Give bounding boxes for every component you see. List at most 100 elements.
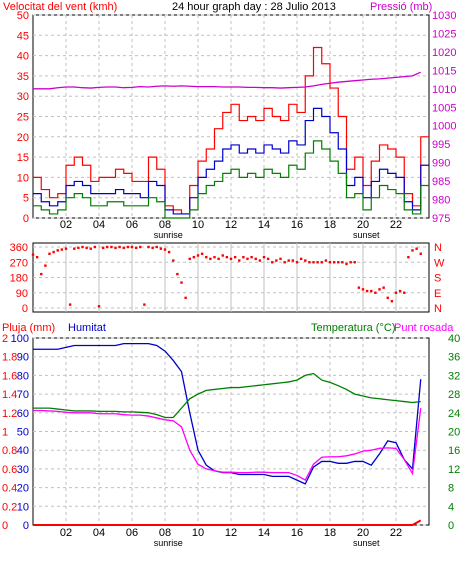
direction-point xyxy=(126,245,130,249)
pressure-tick-label: 985 xyxy=(432,176,450,188)
pressure-tick-label: 980 xyxy=(432,195,450,207)
compass-tick-label: N xyxy=(434,303,442,315)
direction-point xyxy=(110,245,113,249)
direction-point xyxy=(357,286,361,289)
direction-point xyxy=(229,257,233,261)
direction-point xyxy=(262,255,266,259)
pressure-line xyxy=(33,71,422,90)
rain-tick-label: 1.8 xyxy=(2,352,17,364)
direction-point xyxy=(378,288,381,291)
direction-point xyxy=(266,257,270,261)
direction-point xyxy=(419,252,422,255)
humidity-tick-label: 30 xyxy=(17,464,29,476)
direction-tick-label: 270 xyxy=(10,257,28,269)
direction-point xyxy=(382,286,385,289)
direction-point xyxy=(283,261,286,264)
dewpoint-axis-title: Punt rosada xyxy=(394,322,454,334)
hour-tick-label: 04 xyxy=(93,527,105,539)
hour-tick-label: 04 xyxy=(93,219,105,231)
direction-point xyxy=(184,296,187,300)
direction-point xyxy=(56,249,59,252)
wind-tick-label: 35 xyxy=(17,71,29,83)
direction-point xyxy=(114,246,117,250)
direction-point xyxy=(213,255,216,259)
direction-point xyxy=(337,261,340,264)
rain-tick-label: 0.8 xyxy=(2,445,17,457)
direction-point xyxy=(134,246,138,250)
rain-tick-label: 0 xyxy=(2,520,8,532)
direction-point xyxy=(225,255,229,259)
humidity-tick-label: 50 xyxy=(17,427,29,439)
direction-point xyxy=(196,254,200,257)
direction-point xyxy=(279,257,282,261)
hour-tick-label: 16 xyxy=(291,219,303,231)
direction-point xyxy=(130,245,134,249)
hour-tick-label: 08 xyxy=(159,527,171,539)
hour-tick-label: 08 xyxy=(159,219,171,231)
compass-tick-label: E xyxy=(434,288,441,300)
direction-point xyxy=(332,261,336,264)
direction-point xyxy=(316,261,319,264)
wind-tick-label: 20 xyxy=(17,132,29,144)
direction-point xyxy=(31,253,35,256)
direction-point xyxy=(172,259,175,262)
direction-point xyxy=(271,261,274,264)
direction-point xyxy=(320,261,323,264)
direction-point xyxy=(155,245,158,249)
wind-tick-label: 5 xyxy=(23,193,29,205)
direction-point xyxy=(390,300,394,303)
rain-tick-label: 1 xyxy=(2,427,8,439)
pressure-tick-label: 1025 xyxy=(432,28,456,40)
direction-point xyxy=(328,261,332,264)
sunrise-marker-label: sunrise xyxy=(154,538,183,548)
direction-point xyxy=(40,272,43,276)
humidity-tick-label: 80 xyxy=(17,370,29,382)
direction-point xyxy=(386,296,389,300)
humidity-tick-label: 10 xyxy=(17,501,29,513)
temperature-tick-label: 16 xyxy=(448,445,460,457)
direction-point xyxy=(415,247,418,250)
direction-point xyxy=(209,257,212,261)
direction-point xyxy=(254,257,257,261)
direction-point xyxy=(275,259,278,262)
wind-tick-label: 30 xyxy=(17,91,29,103)
temperature-tick-label: 12 xyxy=(448,464,460,476)
temperature-line xyxy=(33,372,421,419)
direction-point xyxy=(85,246,88,250)
direction-point xyxy=(361,288,365,291)
direction-point xyxy=(68,303,72,306)
direction-point xyxy=(324,259,328,262)
hour-tick-label: 02 xyxy=(60,527,72,539)
direction-point xyxy=(258,259,262,262)
hour-tick-label: 20 xyxy=(357,527,369,539)
direction-point xyxy=(291,259,295,262)
direction-point xyxy=(167,250,171,254)
temperature-tick-label: 20 xyxy=(448,427,460,439)
pressure-tick-label: 975 xyxy=(432,213,450,225)
grid-lines xyxy=(33,14,429,526)
humidity-axis-title: Humitat xyxy=(68,322,106,334)
rain-tick-label: 1.6 xyxy=(2,370,17,382)
humidity-tick-label: 0 xyxy=(23,520,29,532)
direction-point xyxy=(233,255,237,259)
direction-point xyxy=(312,261,315,264)
pressure-tick-label: 1030 xyxy=(432,10,456,22)
wind-tick-label: 0 xyxy=(23,213,29,225)
wind-min-line xyxy=(33,140,429,219)
wind-tick-label: 10 xyxy=(17,172,29,184)
wind-axis-title: Velocitat del vent (kmh) xyxy=(3,1,117,13)
direction-tick-label: 180 xyxy=(10,273,28,285)
direction-point xyxy=(93,245,97,249)
direction-point xyxy=(52,250,55,254)
direction-point xyxy=(246,257,249,261)
rain-axis-title: Pluja (mm) xyxy=(2,322,55,334)
hour-tick-label: 02 xyxy=(60,219,72,231)
direction-point xyxy=(345,262,348,266)
direction-point xyxy=(308,261,311,264)
wind-gust-line xyxy=(33,46,429,215)
wind-tick-label: 50 xyxy=(17,10,29,22)
direction-point xyxy=(304,259,307,262)
sunset-marker-label: sunset xyxy=(353,538,380,548)
direction-point xyxy=(394,291,398,294)
pressure-tick-label: 1010 xyxy=(432,84,456,96)
